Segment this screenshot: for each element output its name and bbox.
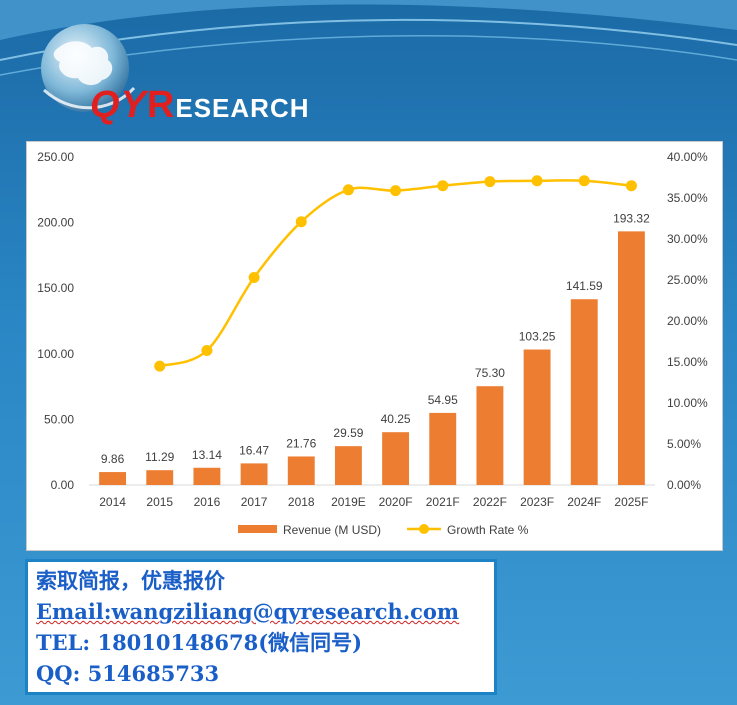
y-left-tick-label: 200.00 (37, 216, 74, 230)
y-right-tick-label: 15.00% (667, 355, 708, 369)
x-tick-label: 2017 (241, 495, 268, 509)
logo-qy: QY (90, 84, 147, 126)
legend-growth-marker (419, 524, 429, 534)
y-right-tick-label: 40.00% (667, 150, 708, 164)
logo-r: R (146, 84, 176, 126)
x-tick-label: 2016 (194, 495, 221, 509)
growth-rate-point (342, 184, 354, 196)
contact-line-promo: 索取简报，优惠报价 (36, 568, 225, 593)
x-tick-label: 2024F (567, 495, 601, 509)
bar-value-label: 9.86 (101, 452, 125, 466)
bar-value-label: 54.95 (428, 393, 458, 407)
bar-value-label: 21.76 (286, 436, 316, 450)
growth-rate-point (248, 272, 260, 284)
globe-icon (41, 24, 136, 112)
growth-rate-point (531, 175, 543, 187)
growth-rate-point (390, 185, 402, 197)
contact-box: 索取简报，优惠报价 Email:wangziliang@qyresearch.c… (25, 559, 497, 695)
y-left-tick-label: 250.00 (37, 150, 74, 164)
y-right-tick-label: 25.00% (667, 273, 708, 287)
revenue-bar (382, 432, 410, 485)
y-left-tick-label: 50.00 (44, 412, 74, 426)
revenue-bar (193, 467, 221, 485)
x-tick-label: 2022F (473, 495, 507, 509)
revenue-bar (570, 299, 598, 485)
logo-wordmark: QYRESEARCH (90, 84, 310, 127)
chart-panel: 0.00 50.00 100.00 150.00 200.00 250.00 0.00% 5.… (26, 141, 723, 551)
y-right-tick-label: 35.00% (667, 191, 708, 205)
y-left-tick-label: 150.00 (37, 281, 74, 295)
x-tick-label: 2018 (288, 495, 315, 509)
contact-line-qq: QQ: 514685733 (36, 661, 220, 686)
revenue-bar (334, 446, 362, 485)
x-tick-label: 2014 (99, 495, 126, 509)
revenue-growth-chart: 0.00 50.00 100.00 150.00 200.00 250.00 0.00% 5.… (37, 150, 708, 537)
revenue-bar (146, 470, 174, 485)
revenue-bar (523, 349, 551, 485)
revenue-bar (617, 231, 645, 485)
x-tick-label: 2019E (331, 495, 366, 509)
y-left-tick-label: 100.00 (37, 347, 74, 361)
y-left-tick-label: 0.00 (51, 478, 75, 492)
x-tick-label: 2023F (520, 495, 554, 509)
x-tick-label: 2020F (379, 495, 413, 509)
qyresearch-logo: QYRESEARCH (30, 18, 308, 128)
contact-line-tel: TEL: 18010148678(微信同号) (36, 630, 363, 655)
growth-rate-point (201, 345, 213, 357)
growth-rate-point (295, 216, 307, 228)
revenue-bar (429, 412, 457, 485)
bar-value-label: 141.59 (566, 279, 603, 293)
bar-value-label: 13.14 (192, 448, 222, 462)
bar-value-label: 11.29 (145, 450, 174, 464)
bar-value-label: 193.32 (613, 211, 650, 225)
growth-rate-point (154, 360, 166, 372)
growth-rate-point (484, 176, 496, 188)
revenue-bar (476, 386, 504, 485)
x-tick-label: 2025F (614, 495, 648, 509)
logo-research: ESEARCH (175, 93, 310, 123)
revenue-bar (287, 456, 315, 485)
bar-value-label: 40.25 (381, 412, 411, 426)
revenue-bar (240, 463, 268, 485)
bar-value-label: 103.25 (519, 330, 556, 344)
y-right-tick-label: 20.00% (667, 314, 708, 328)
x-tick-label: 2015 (146, 495, 173, 509)
bar-value-label: 29.59 (333, 426, 363, 440)
growth-rate-point (437, 180, 449, 192)
legend-revenue-label: Revenue (M USD) (283, 523, 381, 537)
y-right-tick-label: 5.00% (667, 437, 701, 451)
y-right-tick-label: 0.00% (667, 478, 701, 492)
growth-rate-line (159, 179, 632, 368)
growth-rate-point (625, 180, 637, 192)
legend-growth-label: Growth Rate % (447, 523, 529, 537)
bar-value-label: 75.30 (475, 366, 505, 380)
x-tick-label: 2021F (426, 495, 460, 509)
y-right-tick-label: 10.00% (667, 396, 708, 410)
y-right-tick-label: 30.00% (667, 232, 708, 246)
bar-value-label: 16.47 (239, 443, 269, 457)
growth-rate-point (578, 175, 590, 187)
revenue-bar (99, 472, 127, 485)
legend-revenue-swatch (238, 525, 277, 533)
contact-line-email[interactable]: Email:wangziliang@qyresearch.com (36, 599, 460, 624)
